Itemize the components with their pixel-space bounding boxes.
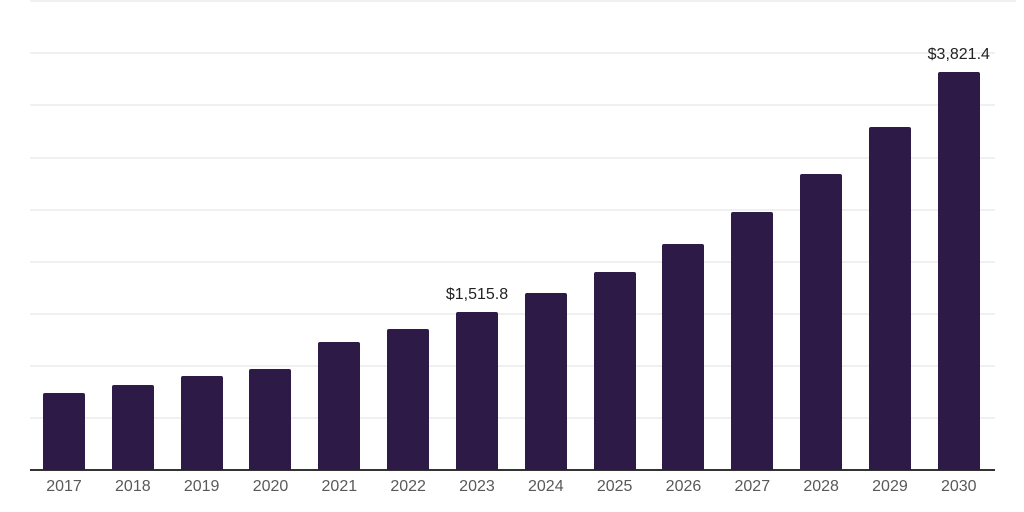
bar-2030 bbox=[937, 72, 980, 470]
x-tick-label-2020: 2020 bbox=[252, 478, 289, 495]
x-tick-label-2021: 2021 bbox=[321, 478, 358, 495]
x-tick-label-2026: 2026 bbox=[665, 478, 702, 495]
data-label-2023: $1,515.8 bbox=[445, 286, 509, 304]
bar-2029 bbox=[868, 126, 911, 470]
bar-2025 bbox=[593, 272, 636, 470]
bar-2018 bbox=[111, 385, 154, 470]
bar-2021 bbox=[318, 341, 361, 470]
x-axis-line bbox=[30, 469, 995, 471]
x-tick-label-2018: 2018 bbox=[115, 478, 151, 495]
bar-2017 bbox=[43, 392, 85, 470]
gridline bbox=[30, 208, 995, 211]
x-tick-label-2023: 2023 bbox=[459, 478, 495, 495]
bar-2027 bbox=[731, 211, 774, 470]
x-tick-label-2019: 2019 bbox=[183, 478, 220, 495]
x-tick-label-2017: 2017 bbox=[46, 478, 82, 495]
data-label-2030: $3,821.4 bbox=[927, 46, 990, 63]
bar-2020 bbox=[249, 368, 292, 470]
x-tick-label-2029: 2029 bbox=[872, 478, 908, 495]
bar-2022 bbox=[387, 328, 430, 470]
x-tick-label-2025: 2025 bbox=[596, 478, 633, 495]
gridline bbox=[30, 0, 1016, 3]
gridline bbox=[30, 260, 995, 263]
gridline bbox=[30, 52, 995, 55]
bar-2028 bbox=[800, 173, 843, 470]
x-tick-label-2028: 2028 bbox=[803, 478, 839, 495]
bar-2023 bbox=[455, 312, 498, 470]
x-tick-label-2024: 2024 bbox=[528, 478, 564, 495]
bar-2019 bbox=[180, 376, 223, 470]
bar-2024 bbox=[524, 292, 567, 470]
x-tick-label-2030: 2030 bbox=[940, 478, 977, 495]
x-tick-label-2022: 2022 bbox=[390, 478, 426, 495]
x-tick-label-2027: 2027 bbox=[734, 478, 771, 495]
gridline bbox=[30, 312, 995, 315]
gridline bbox=[30, 364, 995, 367]
gridline bbox=[30, 156, 995, 159]
gridline bbox=[30, 104, 995, 107]
gridline bbox=[30, 416, 995, 419]
bar-2026 bbox=[662, 243, 705, 470]
